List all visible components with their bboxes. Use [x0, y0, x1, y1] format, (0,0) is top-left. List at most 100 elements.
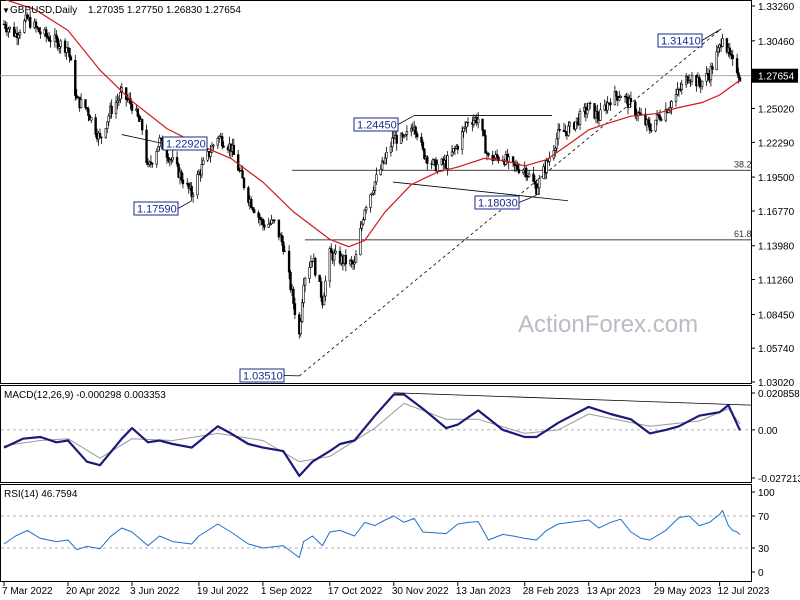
candle-body: [330, 248, 333, 254]
annotation-leader: [397, 115, 415, 125]
candle-body: [628, 98, 631, 108]
candle-body: [283, 250, 286, 253]
candle-body: [94, 117, 97, 135]
candle-body: [574, 121, 577, 130]
annotation-leader: [518, 194, 537, 203]
annotation-label: 1.17590: [137, 204, 177, 216]
x-tick-label: 29 May 2023: [654, 586, 712, 597]
candle-body: [311, 260, 314, 263]
price-tick-label: 1.33260: [758, 2, 795, 13]
candle-body: [299, 321, 302, 335]
candle-body: [277, 219, 281, 238]
candle-body: [187, 183, 190, 189]
candle-body: [383, 157, 387, 164]
candle-body: [124, 87, 128, 100]
rsi-tick-label: 30: [758, 544, 770, 555]
candle-body: [332, 252, 336, 261]
candle-body: [171, 157, 174, 161]
candle-body: [156, 146, 160, 152]
candle-body: [303, 278, 307, 286]
candle-body: [65, 47, 68, 53]
candle-body: [55, 34, 58, 39]
candle-body: [647, 119, 650, 124]
candle-body: [431, 159, 435, 165]
rsi-tick-label: 0: [758, 568, 764, 579]
candle-body: [258, 216, 262, 220]
x-tick-label: 17 Oct 2022: [328, 586, 383, 597]
candle-body: [527, 173, 531, 177]
candle-body: [116, 100, 119, 103]
candle-body: [578, 110, 582, 125]
candle-body: [353, 261, 356, 265]
candle-body: [34, 21, 38, 28]
candle-body: [242, 177, 246, 189]
candle-body: [104, 128, 108, 138]
candle-body: [524, 167, 528, 178]
x-tick-label: 12 Jul 2023: [718, 586, 770, 597]
annotation-leader: [701, 28, 722, 41]
candle-body: [344, 255, 348, 265]
candle-body: [263, 224, 266, 228]
annotation-label: 1.03510: [243, 371, 283, 383]
candle-body: [730, 53, 733, 56]
x-tick-label: 3 Jun 2022: [130, 586, 180, 597]
candle-body: [151, 163, 154, 165]
rsi-tick-label: 100: [758, 488, 775, 499]
candle-body: [247, 187, 250, 203]
candle-body: [436, 163, 439, 172]
candle-body: [533, 181, 537, 185]
candle-body: [484, 135, 487, 154]
annotation-leader: [177, 200, 192, 209]
candle-body: [588, 102, 592, 105]
candle-body: [300, 302, 304, 322]
candle-body: [98, 133, 102, 138]
candle-body: [399, 133, 403, 144]
candle-body: [596, 110, 599, 119]
candle-body: [615, 91, 618, 97]
candle-body: [309, 261, 313, 268]
macd-tick-label: -0.027213: [758, 474, 800, 485]
candle-body: [453, 148, 457, 150]
candle-body: [212, 144, 215, 147]
candle-body: [363, 209, 366, 220]
candle-body: [664, 109, 668, 121]
candle-body: [657, 114, 660, 117]
candle-body: [107, 115, 110, 123]
candle-body: [686, 76, 689, 84]
candle-body: [289, 271, 292, 290]
candle-body: [362, 219, 365, 225]
candle-body: [220, 136, 224, 147]
candle-body: [200, 164, 204, 176]
price-tick-label: 1.05740: [758, 344, 795, 355]
x-tick-label: 20 Apr 2022: [66, 586, 120, 597]
macd-layer: 0.020858 0.00 -0.027213: [1, 389, 800, 485]
candle-body: [68, 48, 71, 58]
candle-body: [114, 102, 118, 115]
candle-body: [705, 73, 708, 82]
candle-body: [100, 136, 103, 138]
candle-body: [175, 157, 179, 165]
macd-series-macd: [3, 393, 741, 477]
x-tick-label: 7 Mar 2022: [2, 586, 53, 597]
candle-body: [452, 148, 455, 153]
candle-body: [421, 141, 425, 150]
candle-body: [414, 126, 417, 134]
candle-body: [46, 35, 49, 38]
candle-body: [423, 148, 426, 159]
candle-body: [698, 76, 701, 85]
candle-body: [324, 280, 327, 297]
candle-body: [261, 219, 265, 226]
candle-body: [700, 80, 704, 87]
candle-body: [232, 144, 236, 155]
candle-body: [350, 259, 353, 262]
candle-body: [375, 174, 378, 183]
candle-body: [680, 83, 684, 90]
candle-body: [273, 219, 276, 221]
candle-body: [404, 134, 407, 137]
price-tick-label: 1.16770: [758, 207, 795, 218]
current-price-label: 1.27654: [758, 72, 795, 83]
x-axis: 7 Mar 2022 20 Apr 2022 3 Jun 2022 19 Jul 20…: [2, 582, 770, 597]
macd-tick-label: 0.00: [758, 426, 778, 437]
candle-body: [257, 212, 260, 218]
candle-body: [639, 113, 643, 115]
